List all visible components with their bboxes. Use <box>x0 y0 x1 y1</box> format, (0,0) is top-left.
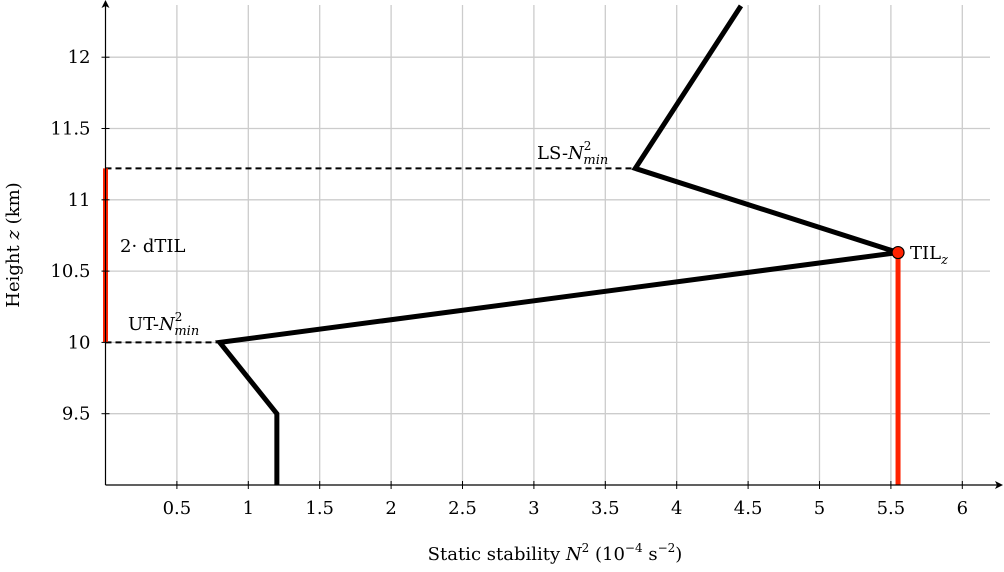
x-tick-label: 1.5 <box>305 498 334 519</box>
y-tick-label: 10 <box>68 332 91 353</box>
annotation-til-z: TILz <box>910 243 948 268</box>
y-axis-label: Height z (km) <box>3 182 24 307</box>
y-tick-label: 11.5 <box>50 119 90 140</box>
x-tick-label: 5.5 <box>877 498 906 519</box>
x-tick-label: 3.5 <box>591 498 620 519</box>
til-point <box>891 245 905 260</box>
series-line <box>215 4 899 485</box>
annotation-ls-nmin: LS-N2 min <box>537 139 608 168</box>
x-tick-label: 6 <box>957 498 968 519</box>
axes <box>101 0 1003 489</box>
grid <box>105 5 990 485</box>
x-tick-label: 0.5 <box>163 498 192 519</box>
y-axis-arrow-icon <box>101 0 110 8</box>
y-tick-label: 9.5 <box>62 404 91 425</box>
x-tick-label: 1 <box>243 498 254 519</box>
tick-labels: 0.5 1 1.5 2 2.5 3 3.5 4 4.5 5 5.5 69.51010.51111.51… <box>50 47 968 519</box>
y-tick-label: 10.5 <box>50 261 90 282</box>
annotation-dtil: 2· dTIL <box>120 236 186 257</box>
x-tick-label: 4.5 <box>734 498 763 519</box>
x-axis-arrow-icon <box>995 481 1003 489</box>
x-tick-label: 2 <box>385 498 396 519</box>
x-tick-label: 5 <box>814 498 825 519</box>
x-tick-label: 3 <box>528 498 539 519</box>
y-tick-label: 11 <box>68 190 91 211</box>
x-tick-label: 2.5 <box>448 498 477 519</box>
x-tick-label: 4 <box>671 498 682 519</box>
annotation-ut-nmin: UT-N2 min <box>128 310 199 339</box>
x-axis-label: Static stability N2 (10−4 s−2) <box>428 541 683 565</box>
y-tick-label: 12 <box>68 47 91 68</box>
